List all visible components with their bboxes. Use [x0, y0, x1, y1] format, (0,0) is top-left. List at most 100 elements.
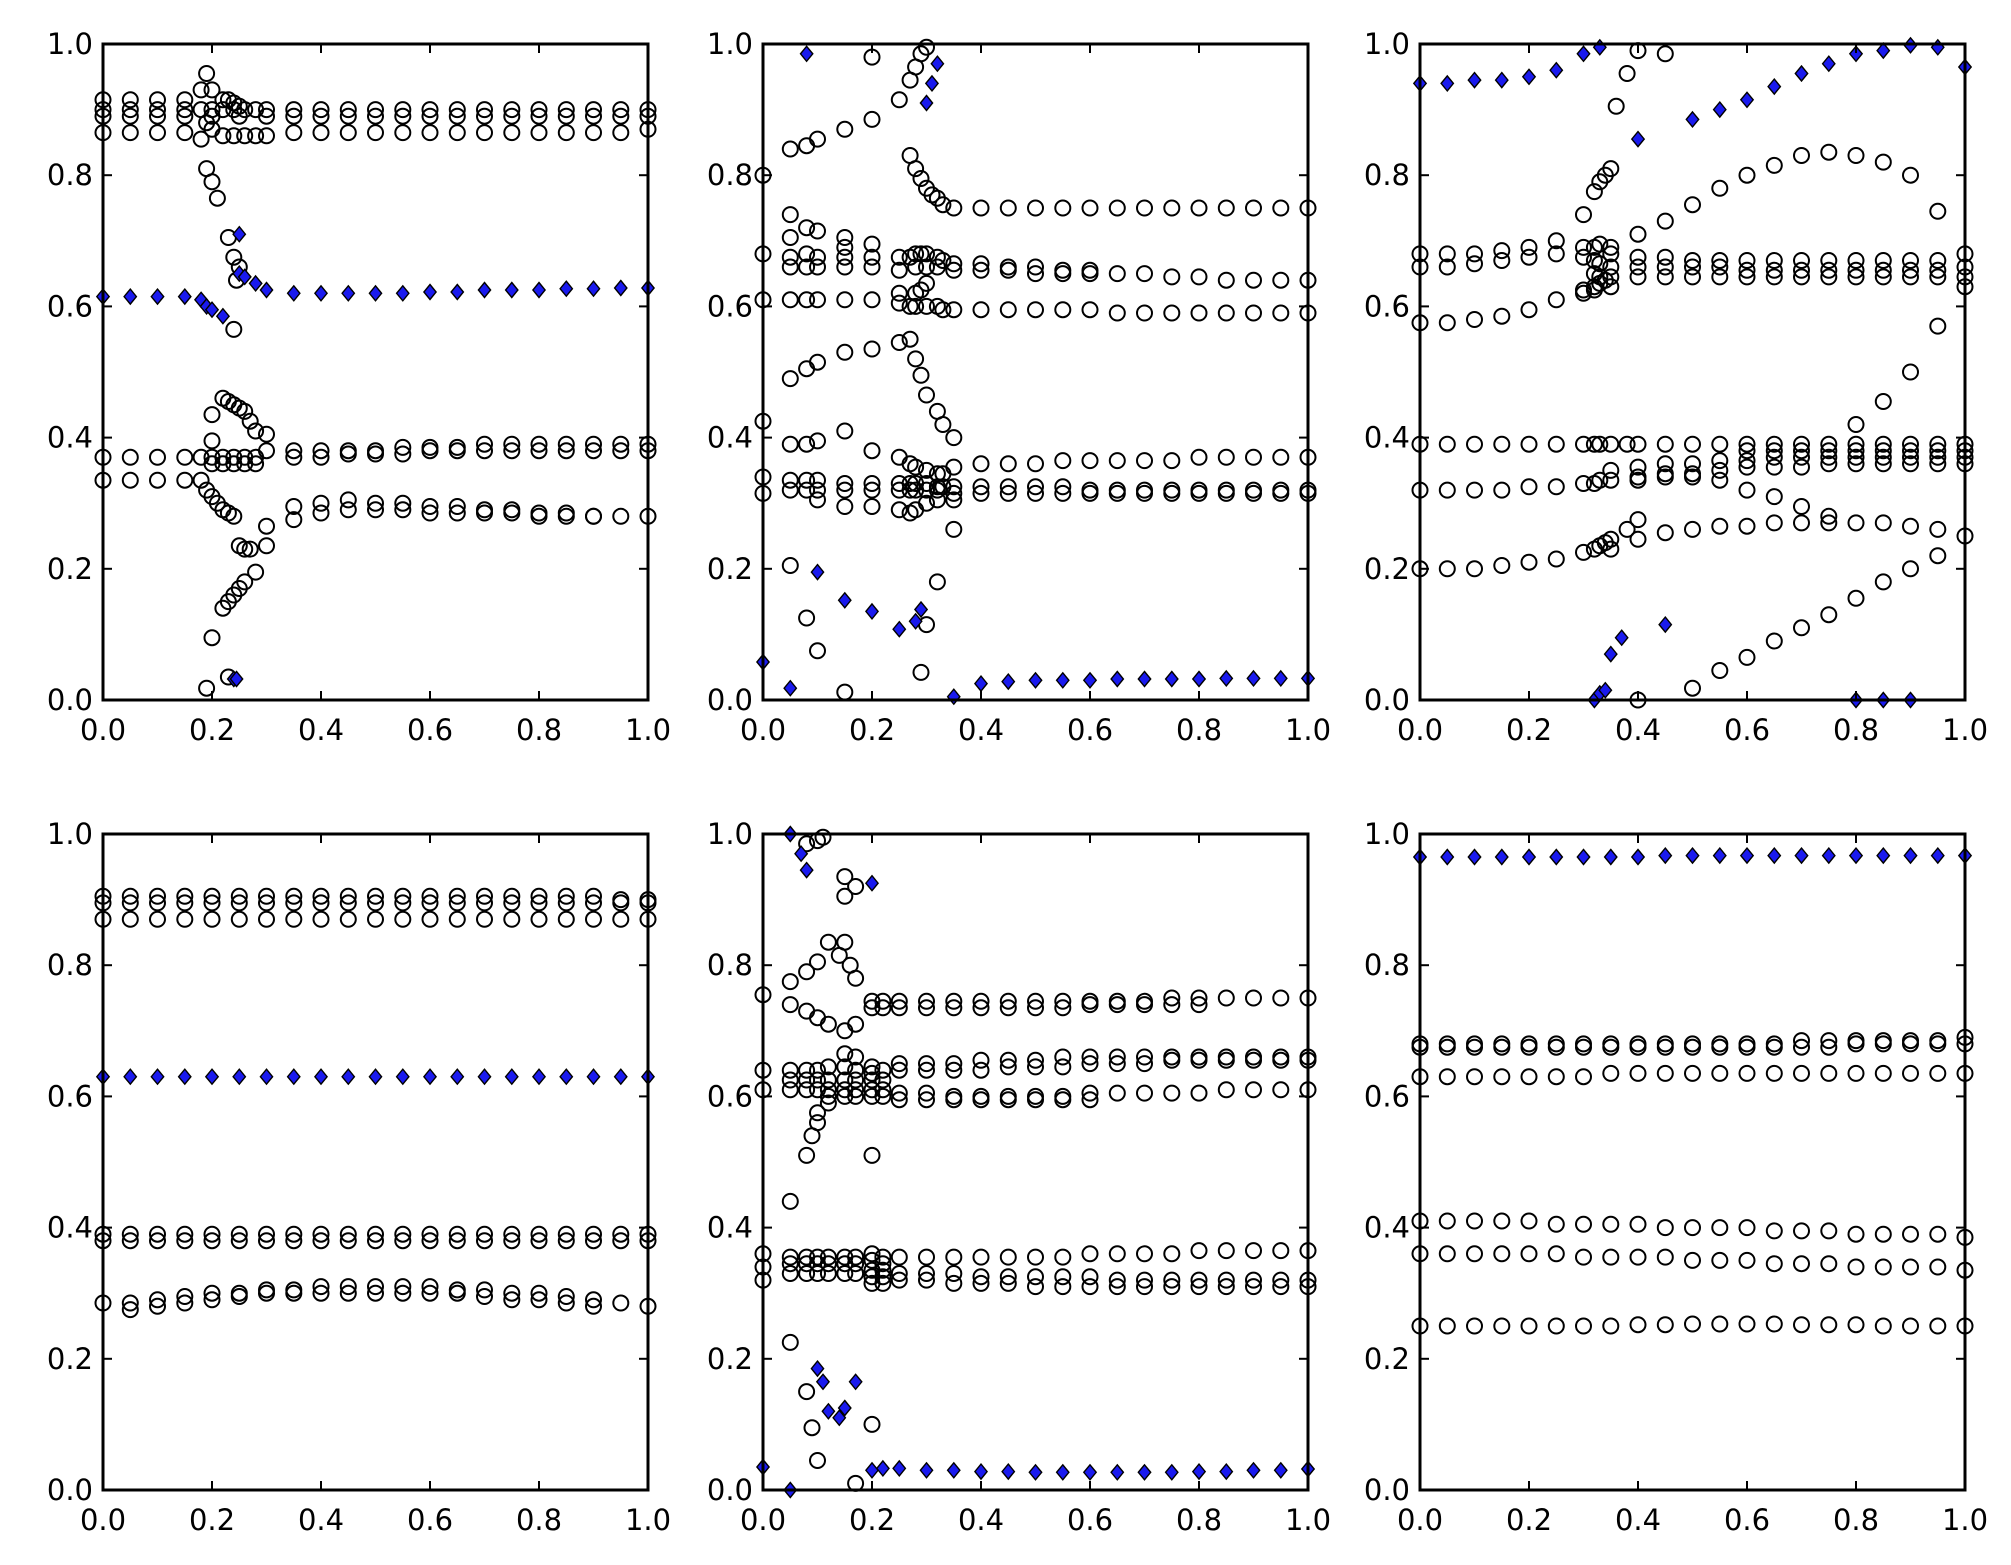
circle-point: [149, 107, 166, 125]
y-tick-label: 0.2: [707, 1342, 753, 1376]
circle-point: [121, 124, 139, 142]
circle-point: [836, 1265, 854, 1282]
circle-point: [503, 435, 521, 453]
circle-point: [836, 475, 854, 492]
circle-point: [1575, 1317, 1592, 1335]
circle-point: [1711, 662, 1729, 679]
diamond-point: [313, 284, 329, 302]
y-tick-label: 0.8: [707, 948, 753, 982]
x-tick-label: 0.0: [1397, 713, 1443, 747]
circle-point: [530, 1284, 548, 1302]
circle-point: [339, 1232, 357, 1250]
circle-point: [285, 887, 303, 905]
circle-point: [1684, 1038, 1701, 1056]
circle-point: [1272, 448, 1290, 466]
circle-point: [1820, 1038, 1838, 1056]
circle-point: [1081, 1055, 1099, 1073]
circle-point: [972, 478, 990, 496]
diamond-point: [450, 1068, 465, 1086]
circle-point: [1547, 550, 1565, 568]
circle-point: [258, 101, 275, 119]
circle-point: [945, 199, 963, 217]
circle-point: [1765, 1315, 1783, 1333]
circle-point: [890, 1055, 908, 1073]
circle-point: [530, 435, 548, 453]
circle-point: [934, 301, 952, 319]
circle-point: [1438, 435, 1456, 453]
circle-point: [1054, 992, 1072, 1010]
circle-point: [912, 170, 930, 187]
diamond-point: [177, 1068, 192, 1086]
circle-point: [1466, 560, 1483, 578]
circle-point: [339, 887, 357, 905]
circle-point: [1656, 455, 1674, 473]
circle-point: [1438, 1068, 1456, 1086]
circle-point: [1027, 265, 1044, 283]
circle-point: [1136, 1245, 1153, 1263]
circle-point: [781, 258, 799, 276]
circle-point: [1575, 1038, 1592, 1056]
circle-point: [945, 429, 963, 447]
circle-point: [999, 478, 1017, 496]
circle-point: [1684, 252, 1701, 269]
circle-point: [999, 999, 1017, 1017]
circle-point: [1163, 484, 1181, 502]
subplot-5: 0.0 0.2 0.4 0.6 0.8 1.0 0.0 0.2 0.4 0.6 0.8 1.0: [707, 817, 1331, 1537]
circle-point: [1163, 996, 1181, 1014]
circle-point: [1793, 147, 1810, 164]
circle-point: [503, 910, 521, 928]
circle-point: [1245, 1278, 1262, 1296]
diamond-point: [1576, 45, 1591, 63]
circle-point: [972, 484, 990, 502]
diamond-point: [237, 268, 252, 286]
circle-point: [448, 498, 466, 515]
circle-point: [121, 887, 139, 905]
circle-point: [1136, 1278, 1153, 1296]
circle-point: [1575, 248, 1592, 266]
circle-point: [230, 107, 248, 125]
circle-point: [1136, 199, 1153, 217]
circle-point: [1081, 484, 1099, 502]
circle-point: [121, 107, 139, 125]
circle-point: [236, 540, 254, 558]
circle-point: [863, 1146, 881, 1164]
circle-point: [1190, 268, 1208, 286]
circle-point: [585, 507, 602, 525]
circle-point: [999, 199, 1017, 217]
circle-point: [1765, 1064, 1783, 1082]
circle-point: [612, 1232, 630, 1250]
circle-point: [1656, 435, 1674, 453]
x-tick-label: 0.6: [407, 713, 453, 747]
circle-point: [230, 910, 248, 928]
circle-point: [1684, 258, 1701, 276]
circle-point: [1190, 448, 1208, 466]
diamond-point: [1521, 68, 1537, 86]
circle-point: [121, 91, 139, 109]
diamond-point: [1712, 846, 1727, 865]
circle-point: [798, 219, 816, 237]
circle-point: [230, 1232, 248, 1250]
diamond-point: [924, 74, 940, 93]
circle-point: [176, 910, 194, 928]
x-tick-label: 0.8: [1833, 1503, 1879, 1537]
circle-point: [585, 435, 602, 453]
circle-point: [781, 206, 799, 224]
diamond-point: [229, 670, 244, 688]
circle-point: [367, 107, 384, 125]
circle-point: [1027, 1051, 1044, 1069]
circle-point: [1847, 416, 1865, 433]
circle-point: [918, 461, 935, 479]
circle-point: [1575, 206, 1592, 224]
circle-point: [836, 258, 854, 276]
circle-point: [476, 435, 493, 453]
diamond-point: [259, 281, 274, 299]
circle-point: [918, 494, 935, 512]
circle-point: [285, 511, 303, 529]
diamond-point: [1110, 1463, 1125, 1481]
circle-point: [476, 894, 493, 912]
circle-point: [1575, 475, 1592, 492]
circle-point: [121, 448, 139, 466]
circle-point: [1520, 1245, 1538, 1263]
circle-point: [809, 222, 826, 240]
circle-point: [1602, 245, 1620, 263]
